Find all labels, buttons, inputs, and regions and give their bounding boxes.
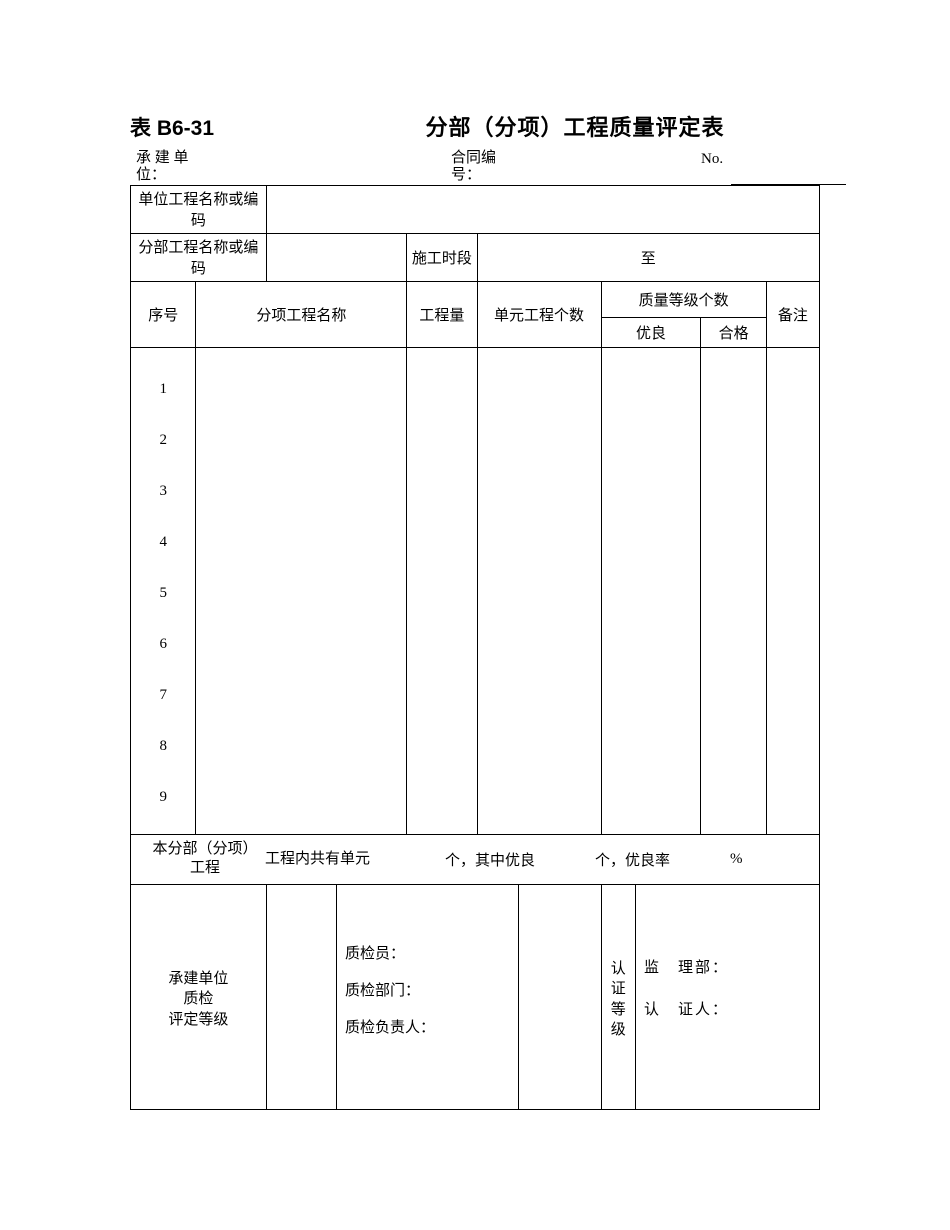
sig-cert-grade-label: 认 证 等 级: [601, 884, 635, 1109]
qc-head-label: 质检负责人：: [345, 1019, 510, 1038]
sub-proj-value[interactable]: [266, 233, 407, 281]
seq-9: 9: [159, 789, 167, 806]
sig-supervision-block: 监 理部： 认 证人：: [635, 884, 819, 1109]
unit-count-col[interactable]: [477, 347, 601, 834]
seq-6: 6: [159, 636, 167, 653]
meta-no: No.: [701, 151, 846, 185]
contract-label-l1: 合同编: [451, 150, 496, 166]
summary-mid2: 个，优良率: [595, 849, 670, 870]
sig-qc-value[interactable]: [518, 884, 601, 1109]
summary-l2: 工程: [190, 860, 220, 876]
sig-left-l1: 承建单位: [168, 971, 228, 987]
qc-dept-label: 质检部门：: [345, 982, 510, 1001]
sub-proj-label: 分部工程名称或编码: [131, 233, 267, 281]
qc-inspector-label: 质检员：: [345, 945, 510, 964]
supervision-dept-label: 监 理部：: [644, 959, 811, 979]
no-label: No.: [701, 151, 723, 167]
hdr-grade-group: 质量等级个数: [601, 281, 766, 317]
sig-left-value[interactable]: [266, 884, 336, 1109]
header-row: 表 B6-31 分部（分项）工程质量评定表: [130, 110, 820, 142]
sig-left-l3: 评定等级: [168, 1012, 228, 1028]
seq-1: 1: [159, 381, 167, 398]
seq-8: 8: [159, 738, 167, 755]
qualified-col[interactable]: [701, 347, 766, 834]
unit-proj-value[interactable]: [266, 185, 819, 233]
unit-proj-label: 单位工程名称或编码: [131, 185, 267, 233]
form-code: 表 B6-31: [130, 112, 330, 142]
summary-l1: 本分部（分项）: [152, 841, 257, 857]
no-underline: [731, 171, 846, 185]
seq-4: 4: [159, 534, 167, 551]
quantity-col[interactable]: [407, 347, 477, 834]
hdr-remark: 备注: [766, 281, 819, 347]
period-value[interactable]: 至: [477, 233, 819, 281]
seq-5: 5: [159, 585, 167, 602]
seq-list: 1 2 3 4 5 6 7 8 9: [133, 375, 193, 806]
meta-contract: 合同编 号：: [451, 150, 701, 185]
cert-l1: 认: [611, 961, 626, 977]
cert-l2: 证: [611, 981, 626, 997]
cert-l4: 级: [611, 1022, 626, 1038]
summary-cell: 本分部（分项） 工程 工程内共有单元 个，其中优良 个，优良率 %: [131, 834, 820, 884]
cert-person-label: 认 证人：: [644, 1001, 811, 1021]
main-table: 单位工程名称或编码 分部工程名称或编码 施工时段 至 序号 分项工程名称 工程量…: [130, 185, 820, 1110]
sig-left-label: 承建单位 质检 评定等级: [131, 884, 267, 1109]
hdr-item-name: 分项工程名称: [196, 281, 407, 347]
hdr-quantity: 工程量: [407, 281, 477, 347]
sig-qc-block: 质检员： 质检部门： 质检负责人：: [336, 884, 518, 1109]
item-name-col[interactable]: [196, 347, 407, 834]
contract-label-l2: 号：: [451, 167, 481, 183]
cert-l3: 等: [611, 1002, 626, 1018]
remark-col[interactable]: [766, 347, 819, 834]
meta-row: 承 建 单 位： 合同编 号： No.: [130, 150, 820, 185]
seq-7: 7: [159, 687, 167, 704]
hdr-qualified: 合格: [701, 317, 766, 347]
seq-column: 1 2 3 4 5 6 7 8 9: [131, 347, 196, 834]
seq-2: 2: [159, 432, 167, 449]
summary-pct: %: [730, 851, 743, 868]
meta-builder: 承 建 单 位：: [136, 150, 451, 185]
summary-l3: 工程内共有单元: [265, 851, 370, 867]
excellent-col[interactable]: [601, 347, 701, 834]
page: 表 B6-31 分部（分项）工程质量评定表 承 建 单 位： 合同编 号： No…: [0, 0, 950, 1230]
hdr-excellent: 优良: [601, 317, 701, 347]
period-label: 施工时段: [407, 233, 477, 281]
sig-left-l2: 质检: [183, 991, 213, 1007]
summary-mid1: 个，其中优良: [445, 849, 535, 870]
hdr-seq: 序号: [131, 281, 196, 347]
page-title: 分部（分项）工程质量评定表: [330, 110, 820, 142]
builder-label-l1: 承 建 单: [136, 150, 189, 166]
builder-label-l2: 位：: [136, 167, 166, 183]
hdr-unit-count: 单元工程个数: [477, 281, 601, 347]
seq-3: 3: [159, 483, 167, 500]
